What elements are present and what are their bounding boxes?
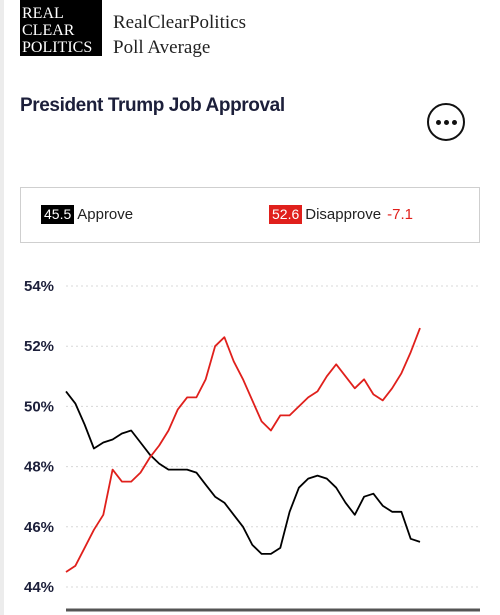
approve-value-badge: 45.5 (41, 205, 75, 224)
y-tick-label: 54% (24, 278, 54, 295)
page-title: President Trump Job Approval (20, 95, 285, 116)
brand-title: RealClearPolitics Poll Average (113, 10, 246, 60)
legend-panel: 45.5 Approve 52.6 Disapprove -7.1 (20, 187, 480, 243)
y-axis-ticks: 54% 52% 50% 48% 46% 44% (24, 278, 54, 596)
series-line-disapprove (65, 327, 421, 573)
more-options-button[interactable] (427, 103, 465, 141)
y-tick-label: 52% (24, 338, 54, 355)
brand-line-2: Poll Average (113, 37, 211, 58)
chart-gridlines (66, 285, 480, 588)
legend-disapprove: 52.6 Disapprove -7.1 (269, 205, 413, 224)
brand-line-1: RealClearPolitics (113, 12, 246, 33)
left-edge-rule (0, 0, 4, 615)
chart-series (65, 327, 421, 573)
series-line-approve (65, 390, 421, 555)
logo-line-1: REAL (22, 5, 64, 22)
y-tick-label: 48% (24, 459, 54, 476)
y-tick-label: 50% (24, 398, 54, 415)
logo-text: REAL CLEAR POLITICS (22, 5, 92, 56)
legend-approve: 45.5 Approve (41, 205, 133, 224)
spread-value: -7.1 (387, 206, 413, 223)
logo-line-2: CLEAR (22, 22, 75, 39)
logo-black-block (20, 0, 102, 56)
y-tick-label: 44% (24, 579, 54, 596)
approve-label: Approve (77, 206, 134, 223)
disapprove-label: Disapprove (305, 206, 382, 223)
logo-line-3: POLITICS (22, 39, 93, 56)
y-tick-label: 46% (24, 519, 54, 536)
ellipsis-icon (435, 119, 457, 125)
disapprove-value-badge: 52.6 (269, 205, 303, 224)
